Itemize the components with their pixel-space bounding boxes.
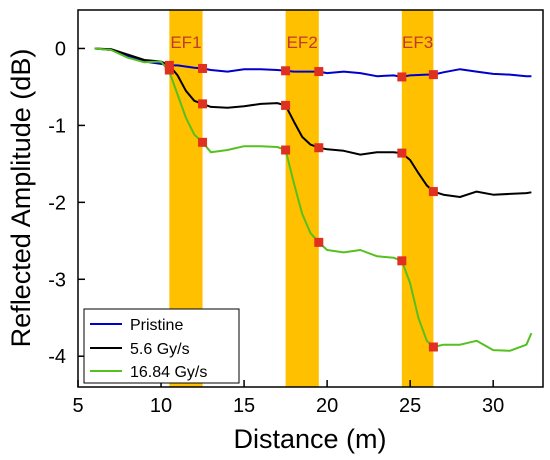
y-axis-title: Reflected Amplitude (dB): [6, 49, 36, 348]
data-marker-4: [397, 72, 407, 82]
data-marker-3: [314, 67, 324, 77]
data-marker-12: [198, 137, 208, 147]
data-marker-11: [428, 187, 438, 197]
y-axis: 0 -1 -2 -3 -4: [48, 38, 85, 368]
band-label-ef3: EF3: [402, 33, 433, 52]
x-tick-label-2: 15: [233, 395, 255, 417]
x-tick-label-5: 30: [482, 395, 504, 417]
y-tick-label-3: -3: [48, 269, 66, 291]
data-marker-6: [164, 65, 174, 75]
band-label-ef1: EF1: [170, 33, 201, 52]
x-tick-label-3: 20: [316, 395, 338, 417]
data-marker-0: [164, 60, 174, 70]
legend-label-5-6: 5.6 Gy/s: [130, 341, 190, 358]
data-marker-9: [314, 143, 324, 153]
y-tick-label-2: -2: [48, 192, 66, 214]
band-layer: EF1 EF2 EF3: [169, 10, 434, 387]
band-ef2: [285, 10, 319, 387]
data-marker-5: [428, 70, 438, 80]
legend-label-16-84: 16.84 Gy/s: [130, 364, 207, 381]
data-marker-14: [314, 237, 324, 247]
y-tick-label-1: -1: [48, 115, 66, 137]
series-line-1: [94, 47, 532, 198]
legend: Pristine 5.6 Gy/s 16.84 Gy/s: [83, 308, 240, 384]
x-tick-label-0: 5: [72, 395, 83, 417]
data-marker-10: [397, 148, 407, 158]
data-marker-8: [281, 100, 291, 110]
data-marker-7: [198, 99, 208, 109]
data-marker-2: [281, 66, 291, 76]
x-axis-title: Distance (m): [233, 424, 386, 454]
x-axis: 5 10 15 20 25 30: [72, 380, 504, 417]
legend-label-pristine: Pristine: [130, 317, 183, 334]
plot-frame: [77, 9, 544, 388]
x-tick-label-1: 10: [150, 395, 172, 417]
marker-layer: [164, 60, 438, 352]
data-marker-13: [281, 145, 291, 155]
y-tick-label-4: -4: [48, 346, 66, 368]
x-tick-label-4: 25: [399, 395, 421, 417]
data-marker-1: [198, 63, 208, 73]
series-line-2: [94, 47, 533, 352]
band-ef3: [401, 10, 434, 387]
data-marker-16: [428, 342, 438, 352]
data-marker-15: [397, 256, 407, 266]
y-tick-label-0: 0: [55, 38, 66, 60]
band-label-ef2: EF2: [287, 33, 318, 52]
